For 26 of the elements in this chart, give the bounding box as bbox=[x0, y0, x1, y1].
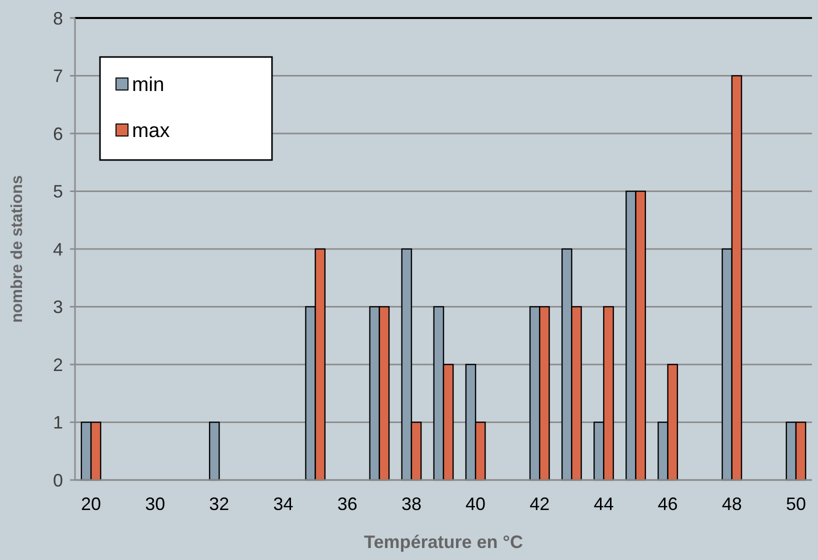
x-axis-title: Température en °C bbox=[364, 532, 523, 552]
y-tick-label: 0 bbox=[52, 470, 63, 490]
y-tick-label: 8 bbox=[52, 8, 63, 28]
x-tick-label: 42 bbox=[530, 494, 550, 514]
x-tick-label: 48 bbox=[722, 494, 742, 514]
y-tick-label: 7 bbox=[52, 66, 63, 86]
x-tick-label: 30 bbox=[145, 494, 166, 514]
x-tick-label: 50 bbox=[786, 494, 806, 514]
x-tick-label: 34 bbox=[273, 494, 294, 514]
y-tick-label: 6 bbox=[52, 124, 63, 144]
x-tick-label: 38 bbox=[401, 494, 422, 514]
x-tick-label: 40 bbox=[466, 494, 486, 514]
y-tick-label: 4 bbox=[52, 239, 63, 260]
y-tick-label: 5 bbox=[52, 182, 63, 202]
x-tick-label: 32 bbox=[209, 494, 230, 514]
legend-label: max bbox=[132, 120, 170, 142]
y-tick-label: 1 bbox=[52, 412, 63, 433]
y-axis-title: nombre de stations bbox=[9, 175, 26, 323]
x-tick-label: 20 bbox=[81, 494, 102, 514]
x-tick-label: 44 bbox=[594, 494, 614, 514]
x-tick-label: 36 bbox=[337, 494, 358, 514]
x-tick-label: 46 bbox=[658, 494, 678, 514]
y-tick-label: 2 bbox=[52, 354, 63, 375]
y-tick-label: 3 bbox=[52, 297, 63, 318]
legend-label: min bbox=[132, 74, 164, 96]
bar bbox=[208, 422, 220, 481]
